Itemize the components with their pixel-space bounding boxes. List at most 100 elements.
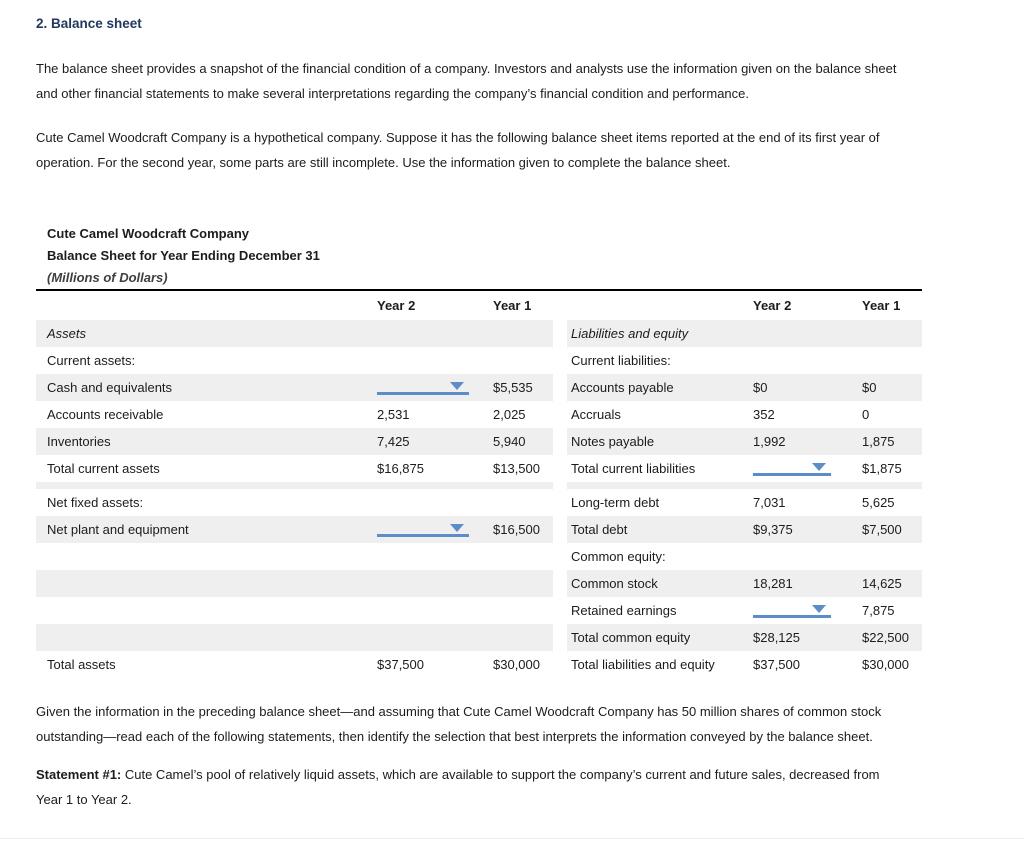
balance-row: Current liabilities: — [567, 347, 922, 374]
answer-dropdown[interactable] — [377, 523, 469, 537]
row-label: Accounts receivable — [47, 407, 164, 422]
year1-cell: 5,940 — [493, 434, 526, 449]
year1-cell: 14,625 — [862, 576, 902, 591]
balance-row — [36, 543, 553, 570]
year1-cell: $0 — [862, 380, 877, 395]
statement-label: Statement #1: — [36, 767, 122, 782]
year2-cell: $16,875 — [377, 461, 424, 476]
year2-column-header: Year 2 — [753, 298, 792, 313]
year1-cell: $13,500 — [493, 461, 540, 476]
year2-cell: 7,425 — [377, 434, 410, 449]
balance-row: Common equity: — [567, 543, 922, 570]
year1-cell: $22,500 — [862, 630, 909, 645]
row-label: Accruals — [571, 407, 621, 422]
year1-cell: 7,875 — [862, 603, 895, 618]
intro-paragraph-1: The balance sheet provides a snapshot of… — [36, 61, 897, 101]
year1-cell: 0 — [862, 407, 870, 422]
year1-column-header: Year 1 — [862, 298, 901, 313]
year2-cell: 1,992 — [753, 434, 786, 449]
row-label: Total common equity — [571, 630, 691, 645]
sheet-company-name: Cute Camel Woodcraft Company — [47, 226, 250, 241]
page-title: 2. Balance sheet — [36, 16, 142, 31]
liabilities-column: Year 2 Year 1 Liabilities and equity Curr… — [567, 291, 922, 678]
balance-row: Net plant and equipment $16,500 — [36, 516, 553, 543]
year2-cell: 18,281 — [753, 576, 793, 591]
year1-cell: $30,000 — [862, 657, 909, 672]
section-spacer-row — [567, 482, 922, 489]
year2-cell: $37,500 — [753, 657, 800, 672]
balance-row: Accruals 352 0 — [567, 401, 922, 428]
chevron-down-icon — [812, 462, 826, 471]
statement-paragraph: Statement #1: Cute Camel’s pool of relat… — [36, 762, 988, 812]
balance-row: Total liabilities and equity $37,500 $30,0… — [567, 651, 922, 678]
answer-dropdown[interactable] — [753, 604, 831, 618]
balance-row: Total common equity $28,125 $22,500 — [567, 624, 922, 651]
year2-cell: $9,375 — [753, 522, 793, 537]
row-label: Total assets — [47, 657, 116, 672]
row-label: Long-term debt — [571, 495, 660, 510]
year1-cell: $30,000 — [493, 657, 540, 672]
row-label: Common equity: — [571, 549, 666, 564]
year1-column-header: Year 1 — [493, 298, 532, 313]
year2-cell: 352 — [753, 407, 775, 422]
row-label: Net fixed assets: — [47, 495, 144, 510]
sheet-subtitle: Balance Sheet for Year Ending December 3… — [47, 248, 320, 263]
statement-text: Cute Camel’s pool of relatively liquid a… — [36, 767, 880, 807]
year1-cell: $1,875 — [862, 461, 902, 476]
year2-cell: $28,125 — [753, 630, 800, 645]
balance-row: Accounts payable $0 $0 — [567, 374, 922, 401]
balance-row: Inventories 7,425 5,940 — [36, 428, 553, 455]
row-label: Total current assets — [47, 461, 160, 476]
year2-cell — [369, 523, 485, 537]
year1-cell: 5,625 — [862, 495, 895, 510]
year1-cell: 2,025 — [493, 407, 526, 422]
sheet-units: (Millions of Dollars) — [47, 270, 168, 285]
assets-rows: Assets Current assets: Cash and equivalent… — [36, 320, 553, 678]
assets-column: Year 2 Year 1 Assets Current assets: Cash … — [36, 291, 553, 678]
balance-row: Total current liabilities $1,875 — [567, 455, 922, 482]
year1-cell: $16,500 — [493, 522, 540, 537]
row-label: Net plant and equipment — [47, 522, 189, 537]
balance-row — [36, 624, 553, 651]
balance-row: Liabilities and equity — [567, 320, 922, 347]
year2-cell — [745, 604, 854, 618]
year2-cell — [369, 381, 485, 395]
chevron-down-icon — [812, 604, 826, 613]
balance-row: Current assets: — [36, 347, 553, 374]
balance-row — [36, 570, 553, 597]
year2-cell: 7,031 — [753, 495, 786, 510]
year2-cell: $37,500 — [377, 657, 424, 672]
year2-cell: $0 — [753, 380, 768, 395]
bottom-divider — [0, 838, 1024, 839]
balance-row: Total current assets $16,875 $13,500 — [36, 455, 553, 482]
balance-row: Total debt $9,375 $7,500 — [567, 516, 922, 543]
row-label: Current assets: — [47, 353, 136, 368]
footer-paragraph: Given the information in the preceding b… — [36, 704, 882, 744]
row-label: Assets — [47, 326, 87, 341]
answer-dropdown[interactable] — [753, 462, 831, 476]
balance-row: Cash and equivalents $5,535 — [36, 374, 553, 401]
chevron-down-icon — [450, 523, 464, 532]
year2-cell: 2,531 — [377, 407, 410, 422]
liabilities-column-header-row: Year 2 Year 1 — [567, 291, 922, 320]
section-spacer-row — [36, 482, 553, 489]
chevron-down-icon — [450, 381, 464, 390]
row-label: Notes payable — [571, 434, 655, 449]
year1-cell: $5,535 — [493, 380, 533, 395]
answer-dropdown[interactable] — [377, 381, 469, 395]
row-label: Total current liabilities — [571, 461, 696, 476]
year1-cell: 1,875 — [862, 434, 895, 449]
balance-row: Net fixed assets: — [36, 489, 553, 516]
row-label: Total debt — [571, 522, 628, 537]
row-label: Accounts payable — [571, 380, 674, 395]
page: 2. Balance sheet The balance sheet provi… — [36, 16, 988, 812]
row-label: Current liabilities: — [571, 353, 671, 368]
row-label: Inventories — [47, 434, 111, 449]
balance-row: Notes payable 1,992 1,875 — [567, 428, 922, 455]
assets-column-header-row: Year 2 Year 1 — [36, 291, 553, 320]
sheet-heading: Cute Camel Woodcraft Company Balance She… — [47, 223, 988, 289]
row-label: Common stock — [571, 576, 658, 591]
row-label: Cash and equivalents — [47, 380, 173, 395]
balance-row: Assets — [36, 320, 553, 347]
balance-sheet-table: Year 2 Year 1 Assets Current assets: Cash … — [36, 289, 922, 678]
